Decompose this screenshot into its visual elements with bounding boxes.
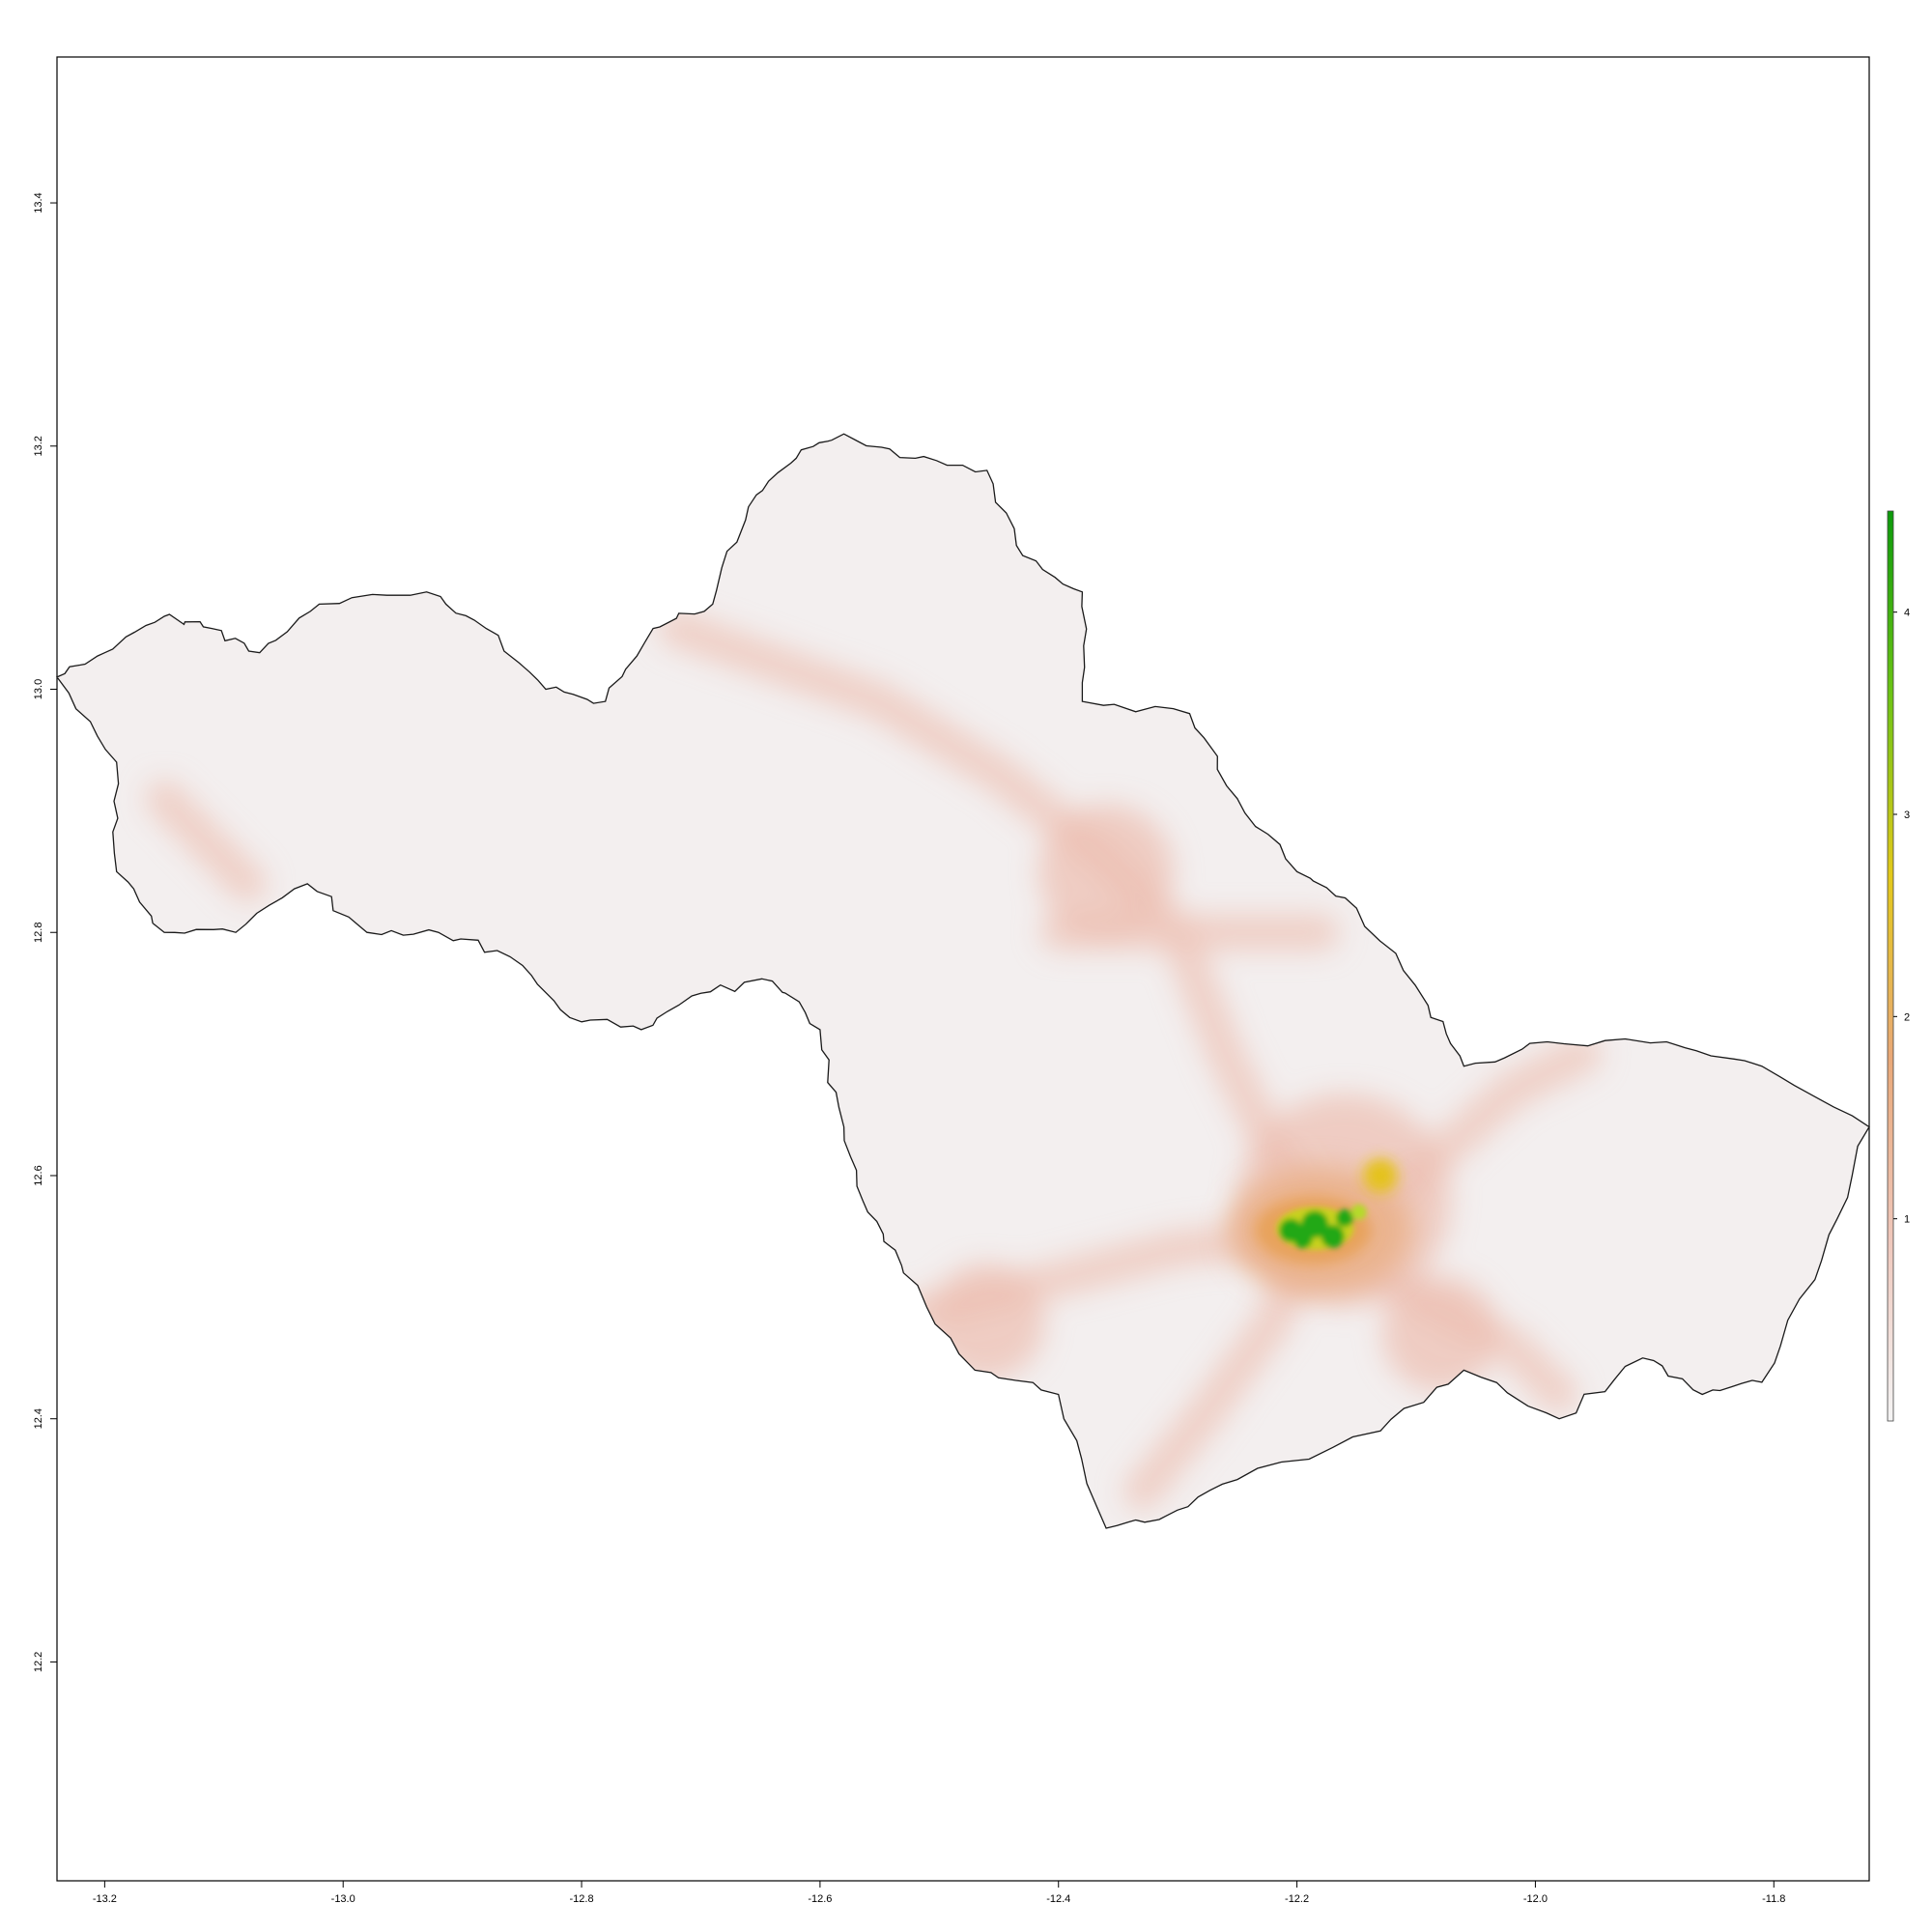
colorbar-legend: 1 2 3 4	[1887, 510, 1910, 1422]
density-blob-4	[928, 1264, 1045, 1380]
y-tick-label-3: 12.8	[33, 923, 44, 943]
x-tick-label-1: -13.0	[331, 1893, 355, 1905]
density-raster	[57, 434, 1869, 1529]
x-tick-label-6: -12.0	[1523, 1893, 1548, 1905]
x-tick-label-2: -12.8	[570, 1893, 594, 1905]
colorbar-scale	[1887, 510, 1894, 1422]
y-tick-label-0: 12.2	[33, 1652, 44, 1672]
colorbar-tick-label-3: 4	[1904, 608, 1910, 619]
region-boundary	[55, 433, 1870, 1529]
x-axis: -13.2 -13.0 -12.8 -12.6 -12.4 -12.2 -12.0 -11.8	[93, 1881, 1785, 1905]
colorbar-tick-label-1: 2	[1904, 1011, 1910, 1023]
y-tick-label-6: 13.4	[33, 192, 44, 213]
x-tick-label-7: -11.8	[1762, 1893, 1785, 1905]
y-tick-label-1: 12.4	[33, 1408, 44, 1429]
x-tick-label-0: -13.2	[93, 1893, 117, 1905]
y-tick-label-4: 13.0	[33, 679, 44, 699]
colorbar-tick-label-0: 1	[1904, 1214, 1910, 1226]
x-tick-label-5: -12.2	[1285, 1893, 1309, 1905]
hotspot-core-4	[1293, 1229, 1313, 1249]
y-axis: 12.2 12.4 12.6 12.8 13.0 13.2 13.4	[33, 192, 57, 1672]
x-tick-label-3: -12.6	[808, 1893, 832, 1905]
road-corridor-7	[146, 780, 267, 902]
y-tick-label-2: 12.6	[33, 1165, 44, 1185]
hotspot-spot	[1350, 1204, 1367, 1220]
x-tick-label-4: -12.4	[1046, 1893, 1070, 1905]
colorbar-tick-label-2: 3	[1904, 810, 1910, 821]
hotspot-core-5	[1335, 1209, 1353, 1228]
density-blob-1	[1038, 804, 1175, 940]
secondary-peak	[1362, 1157, 1398, 1193]
density-blob-2	[1381, 1275, 1498, 1392]
hotspot-core-3	[1321, 1224, 1345, 1248]
y-tick-label-5: 13.2	[33, 436, 44, 456]
hotspot-layer	[1229, 1157, 1413, 1293]
